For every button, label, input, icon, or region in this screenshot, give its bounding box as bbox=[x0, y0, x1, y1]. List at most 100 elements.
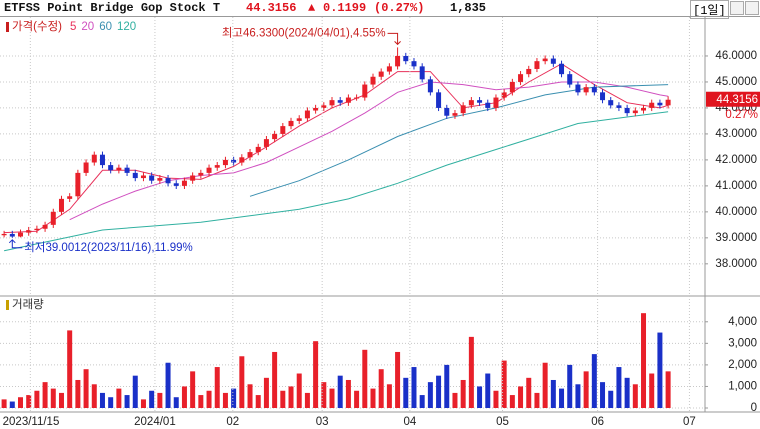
candle-body bbox=[222, 159, 228, 166]
volume-bar bbox=[493, 390, 499, 408]
volume-bar bbox=[378, 369, 384, 408]
volume-bar bbox=[116, 388, 122, 408]
x-tick-label: 07 bbox=[683, 416, 696, 428]
x-tick-label: 05 bbox=[496, 416, 509, 428]
volume-bar bbox=[395, 351, 401, 408]
volume-bar bbox=[567, 364, 573, 408]
volume-bar bbox=[67, 330, 73, 408]
volume-bar bbox=[501, 360, 507, 408]
period-button[interactable]: [1일] bbox=[690, 0, 729, 19]
volume-bar bbox=[222, 392, 228, 408]
x-tick-label: 2023/11/15 bbox=[3, 416, 60, 428]
candle-body bbox=[354, 97, 360, 99]
candle-body bbox=[436, 92, 442, 108]
volume-bar bbox=[255, 395, 261, 408]
candle-body bbox=[575, 84, 581, 93]
candle-body bbox=[345, 97, 351, 103]
candle-body bbox=[108, 165, 114, 171]
volume-bar bbox=[42, 382, 48, 408]
candle-body bbox=[444, 107, 450, 116]
volume-bar bbox=[313, 341, 319, 408]
legend-label: 60 bbox=[99, 21, 112, 33]
candle-body bbox=[58, 198, 64, 212]
candle-body bbox=[149, 175, 155, 181]
volume-bar bbox=[386, 384, 392, 408]
candle-body bbox=[239, 157, 245, 163]
candle-body bbox=[124, 167, 130, 173]
candle-body bbox=[181, 180, 187, 186]
y-tick-label: 42.0000 bbox=[715, 154, 757, 166]
candle-body bbox=[190, 175, 196, 181]
volume-bar bbox=[608, 390, 614, 408]
volume-bar bbox=[657, 332, 663, 408]
candle-body bbox=[198, 172, 204, 176]
candle-body bbox=[255, 146, 261, 153]
candle-body bbox=[173, 183, 179, 186]
legend-swatch bbox=[6, 22, 9, 32]
volume-bar bbox=[263, 377, 269, 408]
candle-body bbox=[1, 233, 7, 236]
legend-swatch bbox=[6, 300, 9, 310]
volume-bar bbox=[26, 395, 32, 408]
legend-label: 20 bbox=[81, 21, 94, 33]
candle-body bbox=[559, 63, 565, 75]
candle-body bbox=[26, 230, 32, 233]
candle-body bbox=[296, 118, 302, 121]
volume-bar bbox=[108, 397, 114, 408]
candle-body bbox=[550, 58, 556, 64]
volume-bar bbox=[321, 382, 327, 408]
volume-bar bbox=[419, 395, 425, 408]
candle-body bbox=[608, 100, 614, 106]
volume-bar bbox=[206, 390, 212, 408]
candle-body bbox=[419, 66, 425, 80]
volume-bar bbox=[132, 375, 138, 408]
candle-body bbox=[395, 55, 401, 67]
candle-body bbox=[263, 139, 269, 147]
legend-label: 가격(수정) bbox=[12, 19, 62, 33]
annotation-arrow bbox=[387, 32, 401, 46]
annotation: 최고46.3300(2024/04/01),4.55% bbox=[222, 26, 386, 39]
toolbar-button[interactable] bbox=[745, 1, 759, 15]
candle-body bbox=[542, 58, 548, 62]
y-tick-label: 45.0000 bbox=[715, 76, 757, 88]
volume-bar bbox=[411, 367, 417, 408]
change-pct: (0.27%) bbox=[374, 1, 425, 15]
candle-body bbox=[665, 99, 671, 106]
legend-label: 120 bbox=[117, 21, 136, 33]
volume-bar bbox=[665, 371, 671, 408]
volume-bar bbox=[9, 401, 15, 408]
volume-bar bbox=[575, 384, 581, 408]
y-tick-label: 38.0000 bbox=[715, 258, 757, 270]
volume-bar bbox=[304, 392, 310, 408]
candle-body bbox=[460, 105, 466, 114]
volume-bar bbox=[436, 375, 442, 408]
volume-bar bbox=[509, 395, 515, 408]
x-tick-label: 06 bbox=[591, 416, 604, 428]
x-tick-label: 03 bbox=[316, 416, 329, 428]
volume-bar bbox=[526, 377, 532, 408]
candle-body bbox=[493, 97, 499, 108]
volume-bar bbox=[149, 390, 155, 408]
candle-body bbox=[313, 107, 319, 111]
candle-body bbox=[42, 224, 48, 229]
ma-line bbox=[3, 111, 669, 252]
y-tick-label: 1,000 bbox=[728, 380, 757, 392]
volume-bar bbox=[165, 362, 171, 408]
volume-bar bbox=[600, 382, 606, 408]
candle-body bbox=[247, 152, 253, 158]
candle-body bbox=[321, 105, 327, 108]
last-price-tag bbox=[706, 91, 760, 107]
arrow: ▲ bbox=[308, 1, 316, 15]
y-tick-label: 39.0000 bbox=[715, 232, 757, 244]
x-tick-label: 02 bbox=[226, 416, 239, 428]
volume-bar bbox=[1, 399, 7, 408]
toolbar-button[interactable] bbox=[730, 1, 744, 15]
candle-body bbox=[288, 120, 294, 127]
candle-body bbox=[272, 133, 278, 140]
volume-bar bbox=[559, 388, 565, 408]
volume-bar bbox=[140, 399, 146, 408]
y-tick-label: 2,000 bbox=[728, 359, 757, 371]
candle-body bbox=[509, 81, 515, 93]
candle-body bbox=[468, 100, 474, 106]
volume-bar bbox=[485, 373, 491, 408]
